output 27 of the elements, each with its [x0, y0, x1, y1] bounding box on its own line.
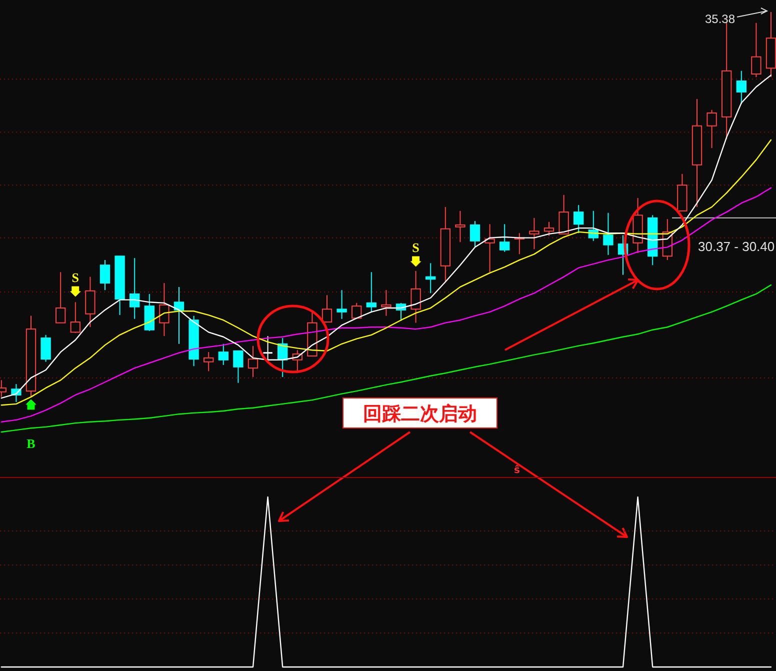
text: S	[412, 240, 420, 255]
candlestick	[603, 212, 614, 256]
candlestick	[736, 70, 746, 105]
text: ŝ	[514, 465, 520, 476]
candlestick	[410, 270, 421, 324]
candlestick	[85, 276, 96, 328]
candlestick	[248, 345, 258, 378]
candlestick	[455, 210, 466, 243]
candlestick	[426, 262, 436, 294]
text: B	[26, 436, 36, 451]
candlestick	[204, 352, 214, 372]
candlestick	[484, 224, 495, 273]
candlestick	[722, 22, 732, 140]
candlestick	[648, 214, 658, 266]
candlestick	[692, 98, 702, 208]
candlestick	[159, 282, 170, 337]
annotation: 30.37 - 30.40	[698, 238, 775, 254]
candlestick	[336, 290, 347, 320]
series-label: S	[72, 270, 80, 286]
annotation: 35.38	[704, 12, 736, 26]
candlestick	[100, 260, 110, 291]
candlestick	[440, 206, 450, 282]
candlestick	[632, 198, 643, 254]
candlestick	[130, 258, 140, 320]
text: 回踩二次启动	[363, 403, 477, 425]
candlestick	[529, 217, 540, 250]
candlestick	[174, 286, 184, 344]
